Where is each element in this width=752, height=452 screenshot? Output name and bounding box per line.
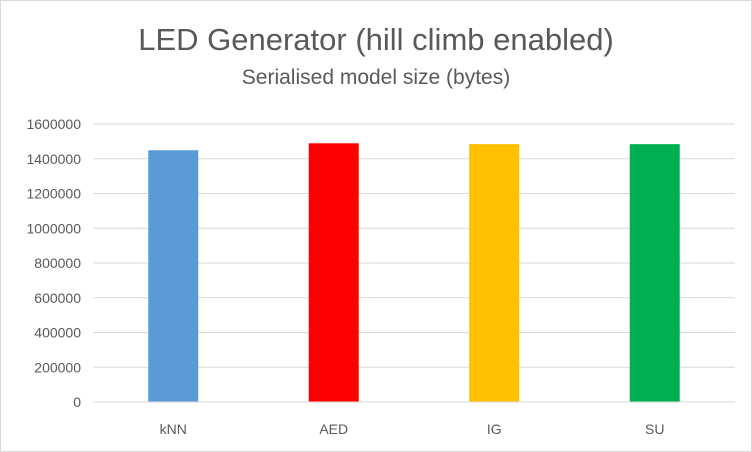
- bars: [148, 143, 680, 402]
- x-tick-label: AED: [319, 421, 348, 437]
- x-tick-label: IG: [487, 421, 502, 437]
- x-tick-label: kNN: [160, 421, 187, 437]
- bar-knn: [148, 150, 199, 402]
- y-tick-label: 200000: [34, 359, 81, 375]
- gridlines: [93, 123, 735, 368]
- x-axis-ticks: kNN AED IG SU: [160, 421, 665, 437]
- y-tick-label: 1400000: [26, 151, 81, 167]
- chart-subtitle: Serialised model size (bytes): [241, 66, 511, 89]
- y-tick-label: 1200000: [26, 186, 81, 202]
- y-tick-label: 1000000: [26, 220, 81, 236]
- y-tick-label: 600000: [34, 290, 81, 306]
- chart-title: LED Generator (hill climb enabled): [138, 22, 614, 57]
- y-tick-label: 400000: [34, 325, 81, 341]
- y-tick-label: 800000: [34, 255, 81, 271]
- bar-ig: [469, 144, 520, 402]
- bar-su: [629, 144, 680, 402]
- y-tick-label: 0: [73, 394, 81, 410]
- y-tick-label: 1600000: [26, 116, 81, 132]
- y-axis-ticks: 0 200000 400000 600000 800000 1000000 1200000 1…: [26, 116, 81, 410]
- x-tick-label: SU: [645, 421, 664, 437]
- bar-aed: [308, 143, 359, 402]
